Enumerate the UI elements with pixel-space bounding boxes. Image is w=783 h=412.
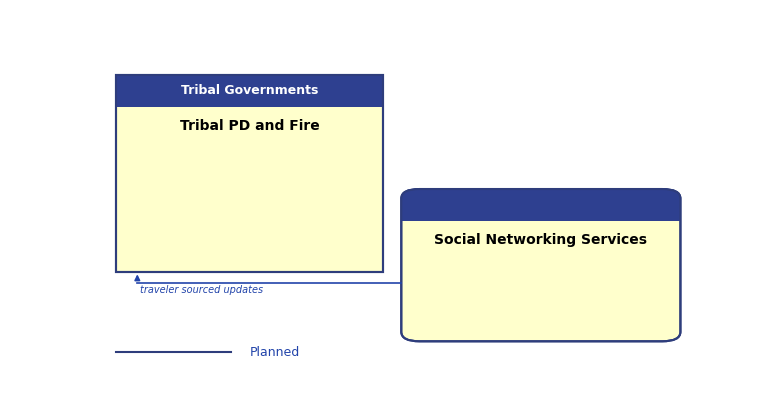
FancyBboxPatch shape [402,189,680,221]
Text: Tribal PD and Fire: Tribal PD and Fire [180,119,319,133]
FancyBboxPatch shape [116,75,383,272]
FancyBboxPatch shape [402,202,680,221]
FancyBboxPatch shape [116,75,383,107]
Text: Tribal Governments: Tribal Governments [181,84,318,97]
Text: Planned: Planned [250,346,300,359]
Text: traveler sourced updates: traveler sourced updates [140,285,263,295]
FancyBboxPatch shape [402,189,680,341]
Text: Social Networking Services: Social Networking Services [435,233,648,247]
